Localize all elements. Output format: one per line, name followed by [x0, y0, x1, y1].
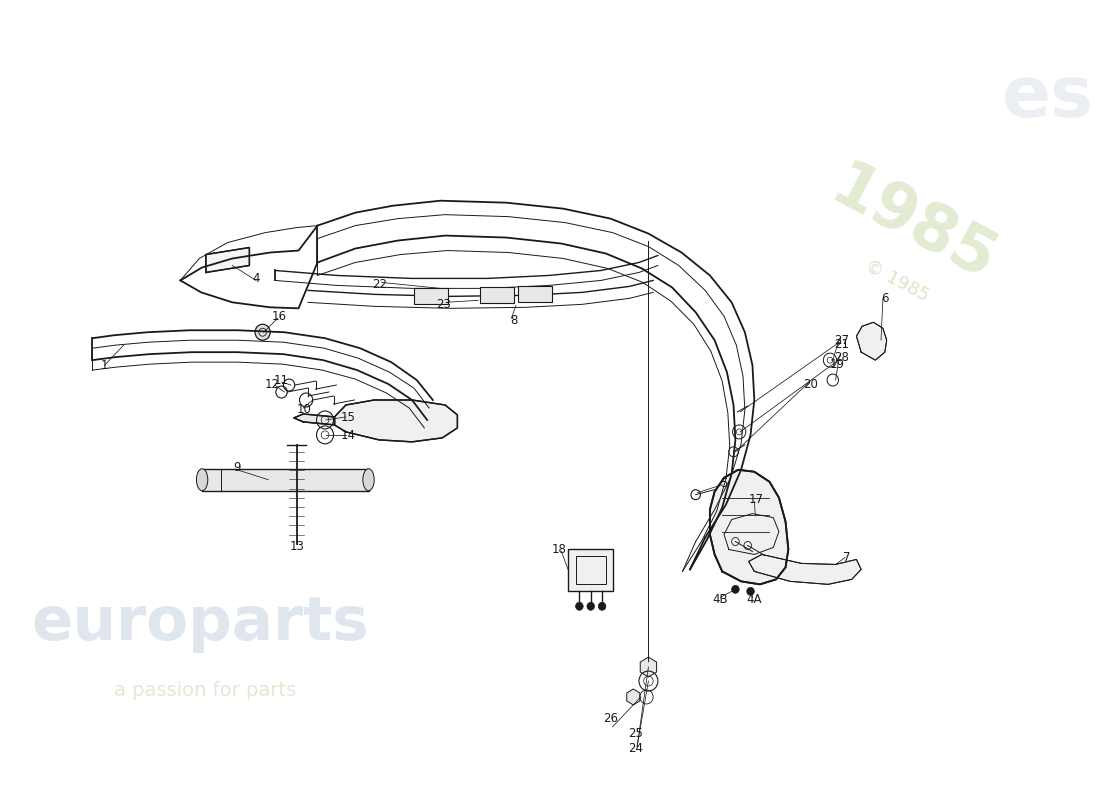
Bar	[568, 550, 614, 591]
Text: 11: 11	[274, 374, 289, 386]
Text: 1985: 1985	[820, 155, 1005, 294]
Text: 14: 14	[340, 430, 355, 442]
Polygon shape	[749, 554, 861, 584]
Text: 9: 9	[233, 462, 241, 474]
Text: 17: 17	[749, 493, 763, 506]
Circle shape	[587, 602, 594, 610]
Polygon shape	[857, 322, 887, 360]
Ellipse shape	[197, 469, 208, 490]
Bar	[414, 288, 448, 304]
Text: es: es	[1002, 62, 1093, 131]
Text: 4B: 4B	[713, 593, 728, 606]
Text: 22: 22	[373, 278, 387, 291]
Text: a passion for parts: a passion for parts	[114, 682, 297, 701]
Text: 4A: 4A	[747, 593, 762, 606]
Polygon shape	[710, 470, 789, 584]
Text: 27: 27	[834, 334, 849, 346]
Text: 21: 21	[834, 338, 849, 350]
Bar	[202, 469, 368, 490]
Text: 6: 6	[881, 292, 889, 305]
Bar	[480, 287, 514, 303]
Text: 23: 23	[436, 298, 451, 311]
Text: 7: 7	[844, 551, 850, 564]
Text: 24: 24	[628, 742, 642, 755]
Bar	[575, 557, 606, 584]
Text: 25: 25	[628, 727, 642, 740]
Circle shape	[732, 586, 739, 594]
Text: 26: 26	[603, 712, 618, 726]
Polygon shape	[294, 414, 334, 425]
Text: 18: 18	[552, 543, 567, 556]
Polygon shape	[334, 400, 458, 442]
Text: 15: 15	[340, 411, 355, 425]
Text: 1: 1	[101, 358, 109, 372]
Polygon shape	[627, 689, 640, 705]
Text: 4: 4	[252, 272, 260, 285]
Circle shape	[747, 587, 755, 595]
Text: 28: 28	[834, 350, 849, 364]
Text: 16: 16	[272, 310, 287, 322]
Circle shape	[575, 602, 583, 610]
Bar	[518, 286, 552, 302]
Text: europarts: europarts	[32, 594, 368, 653]
Polygon shape	[206, 247, 250, 273]
Text: 10: 10	[297, 403, 311, 417]
Circle shape	[598, 602, 606, 610]
Text: 13: 13	[289, 540, 304, 553]
Text: 19: 19	[830, 358, 845, 370]
Text: 8: 8	[510, 314, 518, 326]
Text: 20: 20	[804, 378, 818, 390]
Circle shape	[255, 324, 271, 340]
Polygon shape	[640, 657, 657, 677]
Ellipse shape	[363, 469, 374, 490]
Text: 5: 5	[720, 478, 728, 490]
Text: 12: 12	[265, 378, 279, 390]
Text: © 1985: © 1985	[862, 256, 932, 305]
